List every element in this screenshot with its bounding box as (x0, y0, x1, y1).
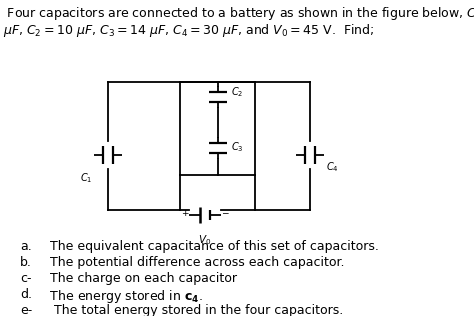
Text: $C_3$: $C_3$ (231, 140, 244, 154)
Text: $V_0$: $V_0$ (199, 233, 211, 247)
Text: $C_4$: $C_4$ (326, 160, 338, 174)
Text: $C_2$: $C_2$ (231, 85, 243, 99)
Text: b.: b. (20, 256, 32, 269)
Text: The total energy stored in the four capacitors.: The total energy stored in the four capa… (42, 304, 343, 316)
Text: c-: c- (20, 272, 31, 285)
Text: d.: d. (20, 288, 32, 301)
Text: The potential difference across each capacitor.: The potential difference across each cap… (42, 256, 345, 269)
Text: a.: a. (20, 240, 32, 253)
Text: −: − (221, 209, 229, 217)
Text: Four capacitors are connected to a battery as shown in the figure below, $C_1 = : Four capacitors are connected to a batte… (3, 5, 474, 22)
Text: e-: e- (20, 304, 32, 316)
Text: The energy stored in $\mathbf{c_4}$.: The energy stored in $\mathbf{c_4}$. (42, 288, 203, 305)
Text: $\mu F$, $C_2 = 10\ \mu F$, $C_3 = 14\ \mu F$, $C_4 = 30\ \mu F$, and $V_0 = 45$: $\mu F$, $C_2 = 10\ \mu F$, $C_3 = 14\ \… (3, 22, 374, 39)
Text: The charge on each capacitor: The charge on each capacitor (42, 272, 237, 285)
Text: $C_1$: $C_1$ (80, 171, 92, 185)
Text: +: + (181, 209, 189, 217)
Text: The equivalent capacitance of this set of capacitors.: The equivalent capacitance of this set o… (42, 240, 379, 253)
